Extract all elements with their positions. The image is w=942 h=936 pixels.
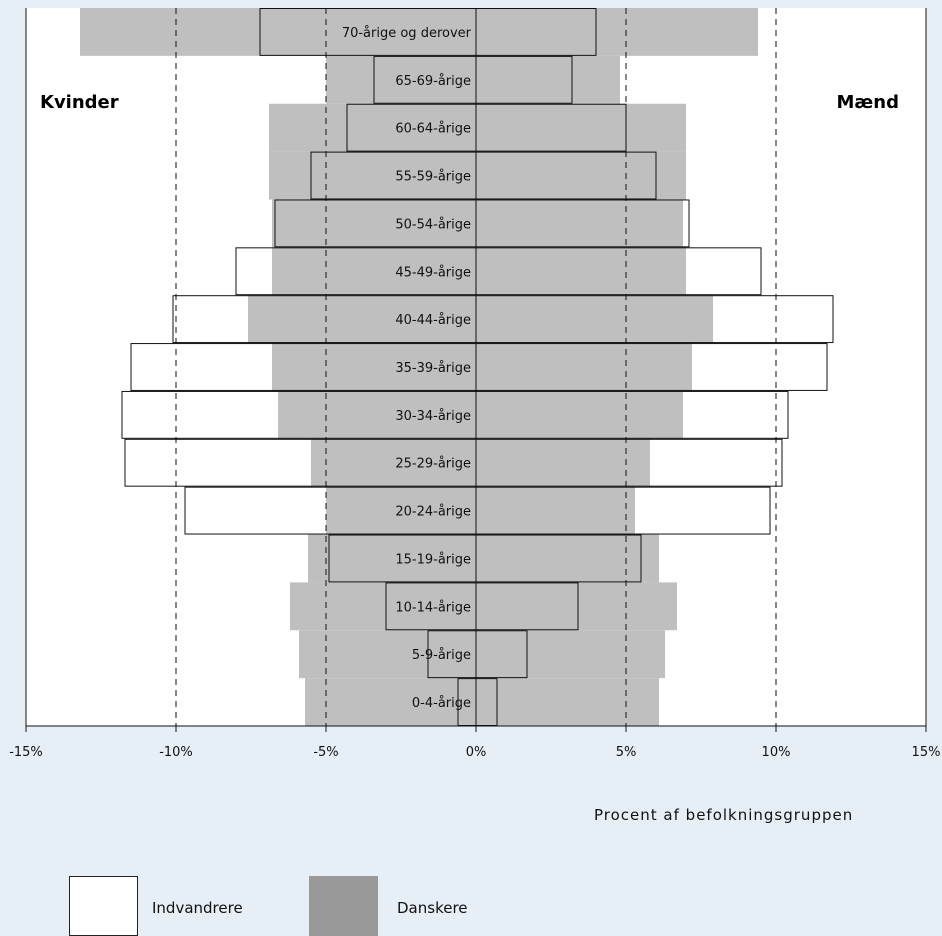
category-label-35-39-rige: 35-39-årige [395,361,471,376]
category-label-30-34-rige: 30-34-årige [395,409,471,424]
x-axis-title: Procent af befolkningsgruppen [594,806,854,824]
category-label-60-64-rige: 60-64-årige [395,122,471,137]
x-axis: -15% -10% -5% 0% 5% 10% 15% [9,725,941,760]
bar-danes-men-20-24-rige [476,486,635,535]
bar-danes-women-65-69-rige [326,55,476,104]
bar-danes-men-35-39-rige [476,343,692,391]
x-tick-label--10: -10% [159,745,193,760]
bar-danes-women-70-rige-og-derover [80,8,476,56]
legend-label-danes: Danskere [397,899,468,917]
category-label-0-4-rige: 0-4-årige [412,696,471,711]
x-tick-label--5: -5% [313,745,338,760]
bar-danes-women-20-24-rige [326,486,476,535]
legend-swatch-danes [309,876,378,936]
bar-danes-women-25-29-rige [311,438,476,487]
right-side-label: Mænd [837,92,899,113]
x-tick-label-0: 0% [466,745,487,760]
bar-danes-women-60-64-rige [269,103,476,152]
category-label-55-59-rige: 55-59-årige [395,170,471,185]
category-label-50-54-rige: 50-54-årige [395,217,471,232]
danes-bars [80,8,758,726]
bar-danes-men-25-29-rige [476,438,650,487]
legend-label-immigrants: Indvandrere [152,899,243,917]
bar-danes-men-15-19-rige [476,534,659,583]
x-tick-label-10: 10% [762,745,791,760]
x-tick-label--15: -15% [9,745,43,760]
gridlines [25,8,927,726]
x-tick-label-5: 5% [616,745,637,760]
bar-danes-women-50-54-rige [272,199,476,248]
category-label-10-14-rige: 10-14-årige [395,600,471,615]
bar-danes-women-40-44-rige [248,295,476,344]
bar-danes-women-30-34-rige [278,390,476,439]
bar-danes-men-70-rige-og-derover [476,8,758,56]
category-label-40-44-rige: 40-44-årige [395,313,471,328]
bar-danes-women-0-4-rige [305,678,476,726]
bar-danes-women-55-59-rige [269,151,476,200]
bar-danes-women-15-19-rige [308,534,476,583]
bar-danes-women-5-9-rige [299,630,476,679]
x-tick-label-15: 15% [912,745,941,760]
bar-danes-men-0-4-rige [476,678,659,726]
bar-danes-men-30-34-rige [476,390,683,439]
category-label-45-49-rige: 45-49-årige [395,265,471,280]
category-label-15-19-rige: 15-19-årige [395,552,471,567]
category-labels: 0-4-årige 5-9-årige 10-14-årige 15-19-årige… [342,26,472,711]
legend-swatch-immigrants [69,876,138,936]
bar-danes-men-50-54-rige [476,199,683,248]
bar-danes-men-45-49-rige [476,247,686,296]
category-label-65-69-rige: 65-69-årige [395,74,471,89]
bar-danes-men-40-44-rige [476,295,713,344]
category-label-5-9-rige: 5-9-årige [412,648,471,663]
bar-danes-men-55-59-rige [476,151,686,200]
bar-danes-men-65-69-rige [476,55,620,104]
bar-danes-men-10-14-rige [476,582,677,631]
category-label-25-29-rige: 25-29-årige [395,457,471,472]
bar-danes-men-5-9-rige [476,630,665,679]
bar-danes-women-35-39-rige [272,343,476,391]
bar-danes-men-60-64-rige [476,103,686,152]
left-side-label: Kvinder [40,92,119,113]
category-label-20-24-rige: 20-24-årige [395,505,471,520]
bar-danes-women-10-14-rige [290,582,476,631]
bar-danes-women-45-49-rige [272,247,476,296]
category-label-70-rige-og-derover: 70-årige og derover [342,26,472,41]
